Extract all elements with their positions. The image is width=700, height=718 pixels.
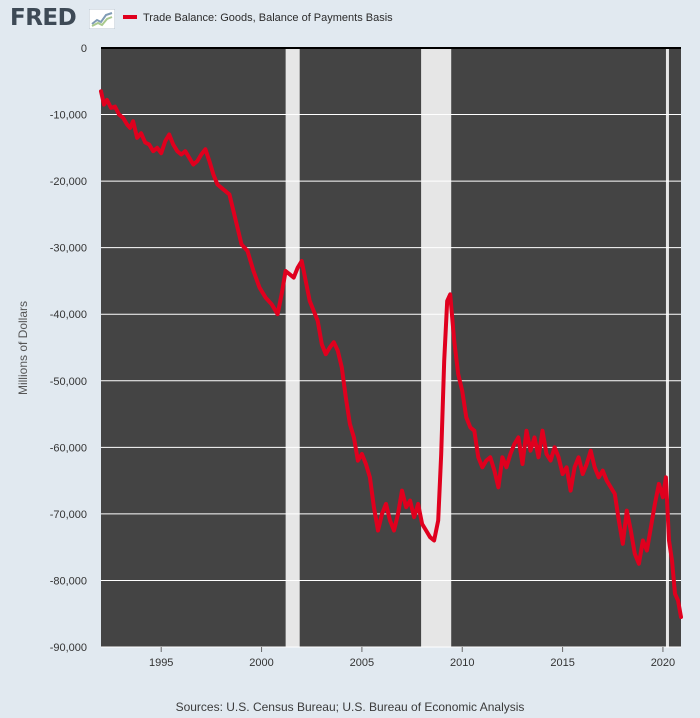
- x-tick-label: 2000: [249, 657, 273, 669]
- chart-header: FRED Trade Balance: Goods, Balance of Pa…: [0, 0, 700, 40]
- y-tick-label: -50,000: [50, 376, 87, 388]
- x-tick-label: 2020: [651, 657, 675, 669]
- x-tick-label: 2015: [550, 657, 574, 669]
- legend-swatch: [123, 15, 137, 20]
- y-tick-label: -20,000: [50, 176, 87, 188]
- x-tick-label: 1995: [149, 657, 173, 669]
- sources-note: Sources: U.S. Census Bureau; U.S. Bureau…: [175, 700, 525, 714]
- recession-band: [285, 48, 300, 647]
- legend-label: Trade Balance: Goods, Balance of Payment…: [143, 12, 393, 24]
- line-chart[interactable]: 0 -10,000 -20,000 -30,000 -40,000 -50,000 -60,…: [0, 0, 700, 690]
- y-tick-label: -10,000: [50, 110, 87, 122]
- plot-area: [101, 48, 681, 647]
- series-line-trade-balance: [99, 89, 683, 619]
- chart-legend[interactable]: Trade Balance: Goods, Balance of Payment…: [123, 12, 393, 24]
- x-tick-label: 2010: [450, 657, 474, 669]
- y-axis-label: Millions of Dollars: [16, 301, 30, 395]
- fred-logo-graph-icon: [89, 9, 115, 29]
- y-tick-label: 0: [81, 43, 87, 55]
- y-tick-label: -60,000: [50, 442, 87, 454]
- y-tick-label: -70,000: [50, 509, 87, 521]
- y-tick-label: -40,000: [50, 309, 87, 321]
- x-tick-label: 2005: [350, 657, 374, 669]
- fred-logo[interactable]: FRED: [10, 5, 77, 31]
- y-tick-label: -80,000: [50, 575, 87, 587]
- y-tick-label: -90,000: [50, 642, 87, 654]
- recession-band: [665, 48, 669, 647]
- y-tick-label: -30,000: [50, 243, 87, 255]
